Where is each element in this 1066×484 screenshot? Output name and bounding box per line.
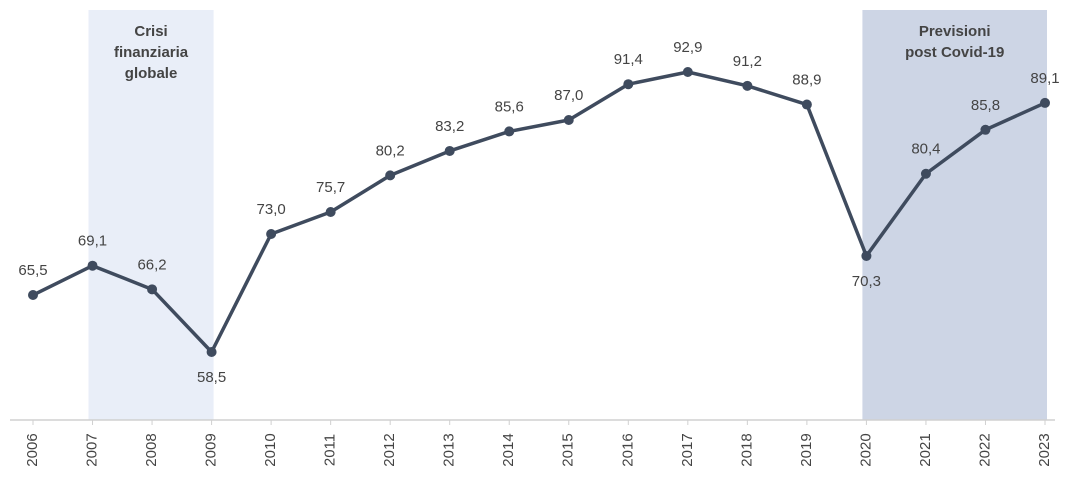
value-label: 70,3 (852, 273, 881, 290)
point (742, 80, 753, 91)
x-tick-label: 2017 (679, 433, 696, 466)
point (1040, 97, 1050, 108)
x-tick-label: 2008 (143, 433, 160, 466)
value-label: 89,1 (1030, 70, 1059, 87)
x-tick-label: 2018 (738, 433, 755, 466)
point (87, 260, 98, 271)
point (504, 126, 515, 137)
region-label: post Covid-19 (905, 44, 1004, 61)
region (88, 10, 214, 420)
x-tick-label: 2021 (917, 433, 934, 466)
value-label: 73,0 (257, 201, 286, 218)
value-label: 69,1 (78, 233, 107, 250)
x-tick-label: 2006 (24, 433, 41, 466)
x-tick-label: 2020 (857, 433, 874, 466)
point (563, 115, 574, 126)
x-tick-label: 2016 (619, 433, 636, 466)
x-tick-label: 2011 (322, 434, 339, 466)
point (28, 290, 38, 301)
point (623, 79, 634, 90)
region-label: globale (125, 65, 178, 82)
value-label: 91,2 (733, 53, 762, 70)
value-label: 58,5 (197, 369, 226, 386)
line (32, 70, 1046, 354)
point (920, 168, 931, 179)
region-label: Crisi (134, 23, 167, 40)
point (444, 145, 455, 156)
point (861, 250, 872, 261)
value-label: 80,2 (376, 142, 405, 159)
x-tick-label: 2019 (798, 433, 815, 466)
point (980, 124, 991, 135)
x-tick-label: 2015 (560, 433, 577, 466)
x-tick-label: 2013 (441, 433, 458, 466)
value-label: 92,9 (673, 39, 702, 56)
value-label: 85,8 (971, 97, 1000, 114)
x-tick-label: 2010 (262, 433, 279, 466)
x-tick-label: 2009 (203, 433, 220, 466)
point (206, 347, 217, 357)
point (801, 99, 812, 110)
value-label: 65,5 (18, 262, 47, 279)
value-label: 80,4 (911, 141, 940, 158)
point (325, 207, 336, 217)
point (682, 67, 693, 77)
region-label: finanziaria (114, 44, 189, 61)
x-tick-label: 2022 (976, 433, 993, 466)
value-label: 87,0 (554, 87, 583, 104)
region (862, 10, 1047, 420)
point (266, 228, 277, 239)
value-label: 85,6 (495, 98, 524, 115)
point (385, 170, 396, 181)
x-tick-label: 2012 (381, 433, 398, 466)
value-label: 75,7 (316, 179, 345, 196)
value-label: 83,2 (435, 118, 464, 135)
value-label: 66,2 (137, 256, 166, 273)
region-label: Previsioni (919, 23, 991, 40)
x-tick-label: 2007 (83, 433, 100, 466)
value-label: 91,4 (614, 51, 643, 68)
value-label: 88,9 (792, 72, 821, 89)
x-tick-label: 2014 (500, 433, 517, 466)
x-tick-label: 2023 (1036, 433, 1053, 466)
point (147, 284, 158, 295)
